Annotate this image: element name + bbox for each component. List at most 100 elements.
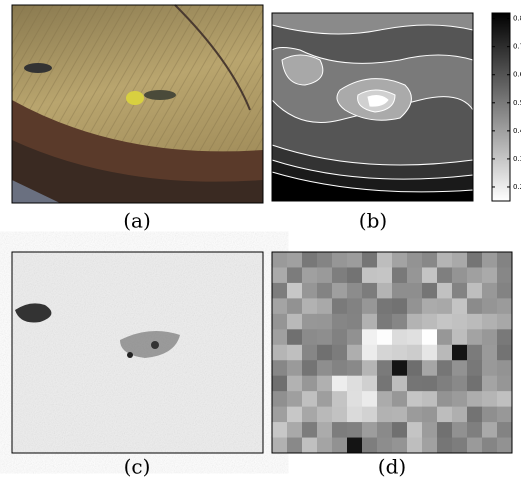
pixel: [347, 422, 363, 438]
pixel: [347, 267, 363, 283]
pixel: [272, 422, 288, 438]
pixel: [422, 345, 438, 361]
pixel: [332, 438, 348, 454]
pixel: [317, 345, 333, 361]
pixel: [482, 438, 498, 454]
pixel: [467, 376, 483, 392]
pixel: [437, 267, 453, 283]
pixel: [452, 407, 468, 423]
pixel: [467, 252, 483, 268]
pixel: [302, 422, 318, 438]
pixel: [302, 314, 318, 330]
pixel: [437, 283, 453, 299]
pixel: [287, 360, 303, 376]
pixel: [467, 314, 483, 330]
pixel: [317, 422, 333, 438]
pixel: [287, 314, 303, 330]
pixel: [302, 298, 318, 314]
pixel: [317, 283, 333, 299]
pixel: [317, 407, 333, 423]
pixel: [302, 376, 318, 392]
pixel: [392, 314, 408, 330]
pixel: [392, 345, 408, 361]
pixel: [362, 438, 378, 454]
pixel: [332, 345, 348, 361]
pixel: [437, 298, 453, 314]
pixel: [317, 298, 333, 314]
pixel: [497, 376, 513, 392]
pixel: [482, 391, 498, 407]
pixel: [332, 283, 348, 299]
pixel: [332, 422, 348, 438]
pixel: [482, 376, 498, 392]
pixel: [287, 329, 303, 345]
pixel: [392, 407, 408, 423]
pixel: [452, 314, 468, 330]
pixel: [437, 438, 453, 454]
pixel: [287, 376, 303, 392]
pixel: [392, 283, 408, 299]
pixel: [317, 329, 333, 345]
pixel: [422, 376, 438, 392]
pixel: [272, 267, 288, 283]
colorbar-tick-label: 0.2: [513, 183, 521, 191]
pixel: [347, 391, 363, 407]
pixel: [497, 407, 513, 423]
colorbar-tick-label: 0.3: [513, 155, 521, 163]
pixel: [467, 391, 483, 407]
pixel: [467, 438, 483, 454]
pixel: [437, 391, 453, 407]
pixel: [452, 345, 468, 361]
pixel: [437, 314, 453, 330]
pixel: [272, 360, 288, 376]
pixel: [377, 422, 393, 438]
pixel: [302, 360, 318, 376]
pixel: [362, 407, 378, 423]
pixel: [437, 407, 453, 423]
pixel: [407, 360, 423, 376]
panel-c: [12, 252, 263, 453]
pixel: [422, 283, 438, 299]
pixel: [362, 267, 378, 283]
pixel: [497, 329, 513, 345]
pixel: [317, 360, 333, 376]
pixel: [302, 252, 318, 268]
pixel: [272, 283, 288, 299]
pixel: [422, 252, 438, 268]
pixel: [332, 298, 348, 314]
pixel: [302, 438, 318, 454]
pixel: [392, 329, 408, 345]
pixel: [452, 422, 468, 438]
pixel: [392, 422, 408, 438]
colorbar-tick-label: 0.8: [513, 15, 521, 23]
pixel: [407, 345, 423, 361]
pixel: [287, 391, 303, 407]
pixel: [377, 345, 393, 361]
pixel: [302, 345, 318, 361]
pixel: [287, 422, 303, 438]
pixel: [497, 345, 513, 361]
pixel: [482, 422, 498, 438]
pixel: [497, 438, 513, 454]
pixel: [272, 391, 288, 407]
pixel: [497, 298, 513, 314]
pixel: [362, 283, 378, 299]
pixel: [362, 422, 378, 438]
pixel: [467, 283, 483, 299]
pixel: [452, 329, 468, 345]
pixel: [467, 329, 483, 345]
pixel: [302, 267, 318, 283]
pixel: [467, 298, 483, 314]
pixel: [437, 360, 453, 376]
pixel: [437, 345, 453, 361]
pixel: [272, 438, 288, 454]
pixel: [347, 283, 363, 299]
pixel: [422, 438, 438, 454]
pixel: [482, 298, 498, 314]
pixel: [407, 329, 423, 345]
panel-label: (d): [378, 455, 406, 479]
pixel: [332, 267, 348, 283]
pixel: [317, 314, 333, 330]
pixel: [377, 283, 393, 299]
pixel: [407, 314, 423, 330]
